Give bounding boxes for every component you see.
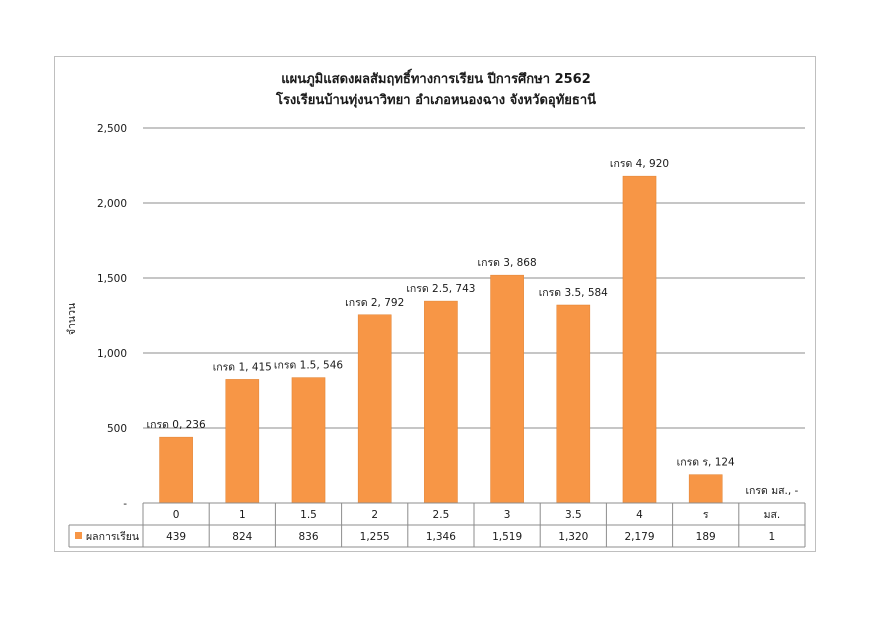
table-value: 1,255 bbox=[360, 531, 390, 543]
table-value: 1,519 bbox=[492, 531, 522, 543]
x-tick-label: 1.5 bbox=[300, 509, 317, 521]
x-tick-label: 2 bbox=[371, 509, 378, 521]
table-value: 836 bbox=[298, 531, 318, 543]
y-tick-label: 1,500 bbox=[97, 273, 127, 285]
x-tick-label: มส. bbox=[764, 509, 781, 521]
data-label: เกรด 3, 868 bbox=[478, 257, 537, 269]
data-label: เกรด 3.5, 584 bbox=[539, 287, 608, 299]
x-tick-label: 4 bbox=[636, 509, 643, 521]
data-label: เกรด มส., - bbox=[745, 485, 798, 497]
x-tick-label: 1 bbox=[239, 509, 246, 521]
table-value: 1,320 bbox=[558, 531, 588, 543]
table-value: 2,179 bbox=[624, 531, 654, 543]
y-axis-label: จำนวน bbox=[66, 303, 78, 335]
chart-frame: แผนภูมิแสดงผลสัมฤทธิ์ทางการเรียน ปีการศึ… bbox=[54, 56, 816, 552]
bar-2 bbox=[357, 314, 392, 504]
y-tick-label: - bbox=[123, 498, 127, 510]
data-label: เกรด 2.5, 743 bbox=[406, 283, 475, 295]
x-tick-label: 3.5 bbox=[565, 509, 582, 521]
chart-svg: แผนภูมิแสดงผลสัมฤทธิ์ทางการเรียน ปีการศึ… bbox=[66, 68, 806, 548]
bar-2.5 bbox=[424, 300, 458, 504]
legend-swatch bbox=[75, 532, 82, 539]
legend-label: ผลการเรียน bbox=[86, 530, 139, 543]
table-value: 189 bbox=[696, 531, 716, 543]
bar-1 bbox=[225, 379, 260, 504]
x-tick-label: ร bbox=[703, 509, 709, 521]
data-label: เกรด 0, 236 bbox=[147, 419, 206, 431]
data-label: เกรด 4, 920 bbox=[610, 158, 669, 170]
bar-3 bbox=[490, 274, 524, 504]
bar-3.5 bbox=[556, 304, 591, 504]
x-tick-label: 0 bbox=[173, 509, 180, 521]
data-label: เกรด 1, 415 bbox=[213, 361, 272, 373]
data-label: เกรด 2, 792 bbox=[345, 297, 404, 309]
y-tick-label: 1,000 bbox=[97, 348, 127, 360]
bar-ร bbox=[688, 474, 723, 504]
x-tick-label: 3 bbox=[504, 509, 511, 521]
bar-1.5 bbox=[291, 377, 326, 504]
y-tick-label: 500 bbox=[107, 423, 127, 435]
chart-title: แผนภูมิแสดงผลสัมฤทธิ์ทางการเรียน ปีการศึ… bbox=[281, 68, 591, 87]
bar-4 bbox=[622, 175, 657, 504]
data-label: เกรด ร, 124 bbox=[677, 457, 735, 469]
table-value: 824 bbox=[232, 531, 252, 543]
table-value: 439 bbox=[166, 531, 186, 543]
table-value: 1,346 bbox=[426, 531, 456, 543]
table-value: 1 bbox=[769, 531, 776, 543]
y-tick-label: 2,500 bbox=[97, 123, 127, 135]
chart-subtitle: โรงเรียนบ้านทุ่งนาวิทยา อำเภอหนองฉาง จัง… bbox=[275, 91, 596, 108]
data-label: เกรด 1.5, 546 bbox=[274, 360, 343, 372]
bar-0 bbox=[159, 436, 193, 504]
y-tick-label: 2,000 bbox=[97, 198, 127, 210]
x-tick-label: 2.5 bbox=[433, 509, 450, 521]
